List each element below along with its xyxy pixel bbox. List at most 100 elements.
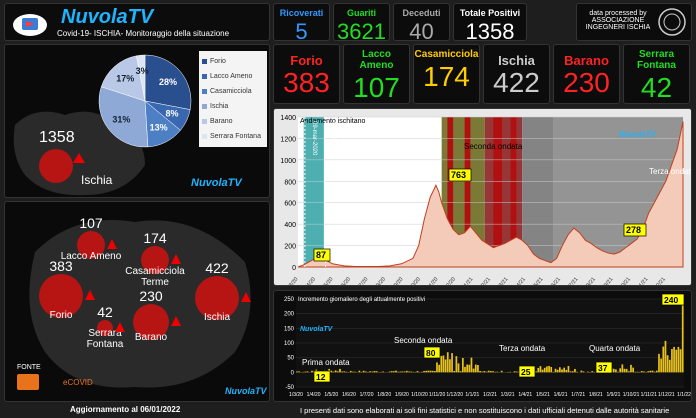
daily-bar <box>425 370 428 373</box>
daily-bar <box>653 371 656 373</box>
legend-label: Casamicciola <box>210 88 252 95</box>
daily-bar <box>298 371 300 373</box>
daily-bar <box>625 368 628 373</box>
wave-annotation: Seconda ondata <box>394 336 453 345</box>
map-value: 42 <box>97 304 113 320</box>
tile-guariti: Guariti 3621 <box>333 3 390 41</box>
daily-bar <box>556 369 559 373</box>
tile-deceduti: Deceduti 40 <box>393 3 450 41</box>
legend-label: Serrara Fontana <box>210 133 261 140</box>
peak-callout: 87 <box>316 250 326 260</box>
y-tick-label: 200 <box>284 244 296 251</box>
map-total-value: 1358 <box>39 129 75 146</box>
daily-bar <box>627 371 630 373</box>
daily-bar <box>334 370 337 373</box>
town-tile-casamicciola: Casamicciola 174 <box>413 44 480 104</box>
x-tick-label: 1/2/21 <box>478 276 492 285</box>
x-tick-label: 1/10/20 <box>406 276 422 285</box>
chart-title: Andamento ischitano <box>300 118 365 125</box>
daily-bar <box>397 371 400 373</box>
y-tick-label: 200 <box>284 312 295 318</box>
fonte-source: eCOVID <box>63 378 93 387</box>
legend-item: Lacco Ameno <box>202 69 264 84</box>
legend-item: Serrara Fontana <box>202 129 264 144</box>
daily-bar <box>643 371 645 373</box>
daily-bar <box>500 370 503 373</box>
peak-callout-bg <box>623 223 647 237</box>
daily-bar <box>470 357 473 373</box>
wave-annotation: Quarta ondata <box>589 344 641 353</box>
daily-chart-panel: 250 200 150 100 50 0 -50 1/3/20 1/4/20 1/5/20 1/6/… <box>273 290 692 402</box>
daily-bar <box>679 349 682 373</box>
x-tick-label: 1/1/21 <box>460 276 474 285</box>
x-tick-label: 1/5/20 <box>320 276 334 285</box>
daily-bar <box>515 371 518 373</box>
peak-callout: 12 <box>316 372 326 382</box>
x-tick-label: 1/1/21 <box>465 392 479 398</box>
legend-label: Forio <box>210 58 226 65</box>
daily-bar <box>328 368 331 373</box>
peak-callout: 278 <box>626 225 641 235</box>
x-tick-label: 1/7/20 <box>355 276 369 285</box>
pie-label: 28% <box>159 77 177 87</box>
x-tick-label: 1/10/21 <box>623 392 640 398</box>
town-value: 42 <box>640 72 673 103</box>
daily-bar <box>466 364 469 373</box>
daily-bar <box>569 371 572 373</box>
y-tick-label: 1000 <box>280 158 296 165</box>
map-bubble <box>77 231 105 259</box>
red-zone-band <box>510 117 517 267</box>
peak-callout-bg <box>423 346 441 359</box>
town-label: Barano <box>564 53 609 68</box>
x-tick-label: 1/5/21 <box>536 392 550 398</box>
town-label: Casamicciola <box>414 49 479 60</box>
daily-bar <box>427 370 430 373</box>
wave-band <box>303 117 324 267</box>
legend-label: Barano <box>210 118 233 125</box>
wave-annotation: Terza ondata <box>649 167 691 176</box>
daily-bar <box>401 371 404 373</box>
pie-slice-0 <box>144 54 192 110</box>
y-tick-label: 250 <box>284 297 295 303</box>
map-value: 422 <box>205 260 229 276</box>
daily-bar <box>509 371 512 373</box>
daily-bar <box>571 371 574 373</box>
up-arrow-icon <box>85 290 95 300</box>
daily-bar <box>537 367 540 373</box>
wave-annotation: Prima ondata <box>334 227 382 236</box>
update-date: Aggiornamento al 06/01/2022 <box>70 405 181 414</box>
x-tick-label: 1/7/20 <box>360 392 374 398</box>
x-tick-label: 1/11/20 <box>429 392 446 398</box>
daily-bar <box>410 371 412 373</box>
pie-slice-3 <box>98 86 149 148</box>
x-tick-label: 1/10/20 <box>411 392 428 398</box>
daily-bar <box>343 371 346 373</box>
nuvola-logo-bottom: NuvolaTV <box>225 386 267 396</box>
daily-bar <box>574 368 576 373</box>
map-value: 383 <box>49 258 73 274</box>
daily-bar <box>615 369 617 373</box>
daily-bar <box>330 370 333 373</box>
tile-ricoverati: Ricoverati 5 <box>273 3 330 41</box>
daily-bar <box>576 371 578 373</box>
x-tick-label: 1/4/21 <box>518 392 532 398</box>
red-zone-band <box>464 117 471 267</box>
daily-bar <box>405 370 408 373</box>
y-tick-label: 400 <box>284 222 296 229</box>
x-tick-label: 1/11/21 <box>641 392 658 398</box>
daily-bar <box>632 367 634 373</box>
daily-bar <box>477 364 479 373</box>
header-panel: NuvolaTV Covid-19- ISCHIA- Monitoraggio … <box>4 3 270 41</box>
y-tick-label: 1400 <box>280 115 296 122</box>
daily-bar <box>352 371 354 373</box>
pie-chart: 28% 8% 13% 31% 17%3% <box>98 54 192 148</box>
x-tick-label: 1/7/21 <box>565 276 579 285</box>
daily-bar <box>658 353 660 373</box>
daily-bar <box>438 364 440 373</box>
daily-bar <box>451 353 453 373</box>
daily-bar <box>619 368 622 373</box>
wave-band <box>522 117 554 267</box>
daily-bar <box>668 359 671 373</box>
daily-bar <box>496 371 499 373</box>
island-map <box>29 220 251 388</box>
